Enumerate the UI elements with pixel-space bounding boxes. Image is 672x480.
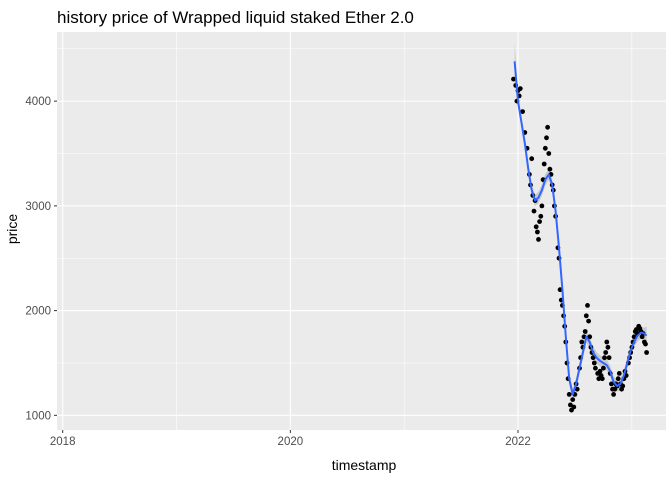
- data-point: [620, 383, 626, 389]
- x-tick-label: 2018: [50, 436, 76, 448]
- data-point: [644, 350, 649, 355]
- chart-title: history price of Wrapped liquid staked E…: [57, 8, 414, 27]
- data-point: [570, 397, 576, 402]
- data-point: [541, 161, 547, 167]
- data-point: [597, 368, 603, 374]
- data-point: [547, 166, 553, 172]
- data-point: [585, 303, 590, 308]
- x-axis-label: timestamp: [332, 457, 397, 473]
- data-point: [544, 135, 549, 141]
- x-tick-label: 2022: [505, 436, 531, 448]
- data-point: [603, 350, 609, 355]
- data-point: [529, 156, 535, 162]
- data-point: [609, 381, 614, 387]
- data-point: [590, 355, 596, 361]
- y-tick-label: 1000: [25, 410, 51, 422]
- data-point: [583, 313, 589, 319]
- x-tick-label: 2020: [278, 436, 304, 448]
- data-point: [604, 339, 610, 345]
- data-point: [601, 365, 606, 371]
- data-point: [602, 355, 607, 361]
- plot-panel: [57, 32, 666, 430]
- data-point: [616, 371, 622, 376]
- axes: 2018 2020 2022 1000 2000 3000 4000: [25, 96, 530, 448]
- data-point: [533, 224, 539, 230]
- data-point: [531, 208, 537, 214]
- scatter-points: [511, 76, 649, 413]
- data-point: [538, 213, 544, 219]
- data-point: [615, 376, 621, 382]
- data-point: [571, 404, 577, 410]
- panel-background: [57, 32, 666, 430]
- smooth-curve: [513, 61, 648, 396]
- y-tick-label: 2000: [25, 306, 51, 318]
- data-point: [599, 376, 605, 382]
- data-point: [536, 237, 541, 242]
- data-point: [586, 318, 591, 324]
- data-point: [511, 76, 516, 82]
- y-axis-label: price: [4, 214, 20, 245]
- data-point: [611, 392, 616, 397]
- y-tick-label: 4000: [25, 96, 51, 108]
- data-point: [539, 203, 545, 209]
- data-point: [593, 365, 598, 371]
- data-point: [606, 355, 612, 361]
- data-point: [546, 151, 552, 156]
- data-point: [582, 329, 588, 334]
- data-point: [574, 386, 580, 392]
- data-point: [579, 339, 585, 345]
- data-point: [537, 219, 542, 225]
- data-point: [535, 229, 540, 235]
- data-point: [605, 344, 611, 350]
- y-tick-label: 3000: [25, 201, 51, 213]
- data-point: [517, 86, 523, 91]
- data-point: [566, 392, 572, 397]
- data-point: [545, 124, 550, 130]
- data-point: [591, 360, 597, 366]
- smooth-line: [513, 61, 648, 396]
- data-point: [643, 341, 648, 347]
- data-point: [542, 145, 548, 151]
- data-point: [587, 334, 593, 340]
- data-point: [520, 109, 525, 114]
